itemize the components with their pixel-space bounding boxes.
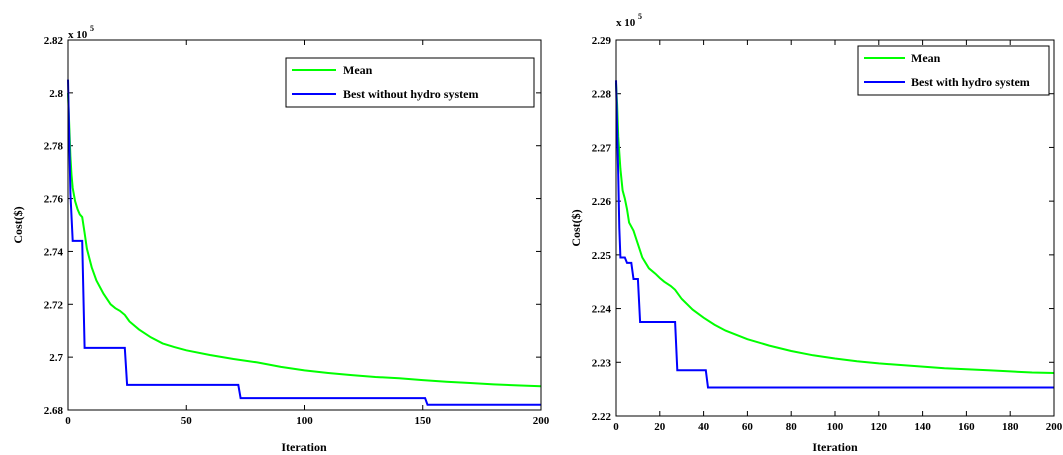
legend-label-mean: Mean — [343, 63, 373, 77]
chart-left: 0 50 100 150 200 2.68 2.7 2.72 2.74 2.76 2.78 2.8 2.… — [11, 24, 550, 454]
x-tick-label: 200 — [1046, 421, 1063, 433]
x-tick-label: 160 — [958, 421, 975, 433]
x-tick-label: 40 — [698, 421, 710, 433]
series-line-mean — [615, 82, 1055, 374]
series-line-best — [67, 79, 541, 406]
legend-label-mean: Mean — [911, 51, 941, 65]
series-line-best — [615, 80, 1054, 389]
x-tick-label: 120 — [871, 421, 888, 433]
ylabel: Cost($) — [569, 209, 583, 246]
tick-layer: 0 50 100 150 200 2.68 2.7 2.72 2.74 2.76 2.78 2.8 2.… — [44, 35, 550, 427]
y-tick-label: 2.25 — [592, 250, 612, 262]
y-tick-label: 2.68 — [44, 405, 64, 417]
y-tick-label: 2.24 — [592, 304, 612, 316]
y-tick-label: 2.76 — [44, 194, 64, 206]
y-tick-label: 2.82 — [44, 35, 64, 47]
x-tick-label: 150 — [415, 415, 432, 427]
exponent-base: x 10 — [616, 17, 636, 29]
xlabel: Iteration — [281, 440, 327, 454]
legend: Mean Best without hydro system — [285, 57, 535, 108]
y-tick-label: 2.28 — [592, 89, 612, 101]
plot-frame — [615, 39, 1055, 417]
x-tick-label: 140 — [914, 421, 931, 433]
exponent-base: x 10 — [68, 29, 88, 41]
chart-right: 0 20 40 60 80 100 120 140 160 180 200 2.22 2.23 2.24 2… — [569, 12, 1063, 454]
series-layer — [67, 79, 542, 406]
exponent-label: x 10 5 — [68, 24, 94, 41]
x-tick-label: 180 — [1002, 421, 1019, 433]
x-tick-label: 200 — [533, 415, 550, 427]
y-tick-label: 2.27 — [592, 142, 612, 154]
plot-frame — [67, 39, 542, 411]
legend-box — [285, 57, 535, 108]
xlabel: Iteration — [812, 440, 858, 454]
legend: Mean Best with hydro system — [857, 45, 1050, 96]
series-layer — [615, 80, 1055, 389]
y-tick-label: 2.78 — [44, 141, 64, 153]
x-tick-label: 0 — [65, 415, 71, 427]
ylabel: Cost($) — [11, 206, 25, 243]
series-line-mean — [67, 92, 542, 388]
y-tick-label: 2.8 — [49, 88, 63, 100]
y-tick-label: 2.7 — [49, 352, 63, 364]
y-tick-label: 2.22 — [592, 411, 612, 423]
legend-box — [857, 45, 1050, 96]
y-tick-label: 2.72 — [44, 299, 64, 311]
legend-label-best: Best with hydro system — [911, 75, 1030, 89]
x-tick-label: 0 — [613, 421, 619, 433]
y-tick-label: 2.74 — [44, 246, 64, 258]
x-tick-label: 100 — [827, 421, 844, 433]
x-tick-label: 100 — [296, 415, 313, 427]
x-tick-label: 50 — [181, 415, 193, 427]
y-tick-label: 2.23 — [592, 357, 612, 369]
x-tick-label: 20 — [654, 421, 666, 433]
exponent-power: 5 — [638, 12, 642, 21]
x-tick-label: 80 — [786, 421, 798, 433]
y-tick-label: 2.26 — [592, 196, 612, 208]
x-tick-label: 60 — [742, 421, 754, 433]
exponent-power: 5 — [90, 24, 94, 33]
tick-layer: 0 20 40 60 80 100 120 140 160 180 200 2.22 2.23 2.24 2… — [592, 35, 1063, 433]
exponent-label: x 10 5 — [616, 12, 642, 29]
legend-label-best: Best without hydro system — [343, 87, 478, 101]
y-tick-label: 2.29 — [592, 35, 612, 47]
